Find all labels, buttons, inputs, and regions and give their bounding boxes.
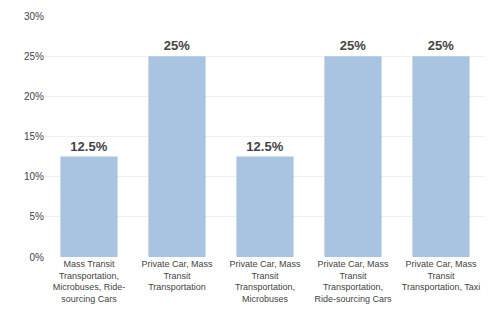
svg-text:0%: 0% [30,252,45,263]
svg-text:Private Car, MassTransitTransp: Private Car, MassTransitTransportation,R… [314,259,392,304]
svg-text:Mass TransitTransportation,Mic: Mass TransitTransportation,Microbuses, R… [53,259,126,304]
svg-text:5%: 5% [30,211,45,222]
svg-text:15%: 15% [24,131,44,142]
svg-text:20%: 20% [24,91,44,102]
svg-text:25%: 25% [164,38,190,53]
svg-text:12.5%: 12.5% [70,139,107,154]
svg-text:25%: 25% [428,38,454,53]
svg-text:Private Car, MassTransitTransp: Private Car, MassTransitTransportation [141,259,213,292]
svg-text:10%: 10% [24,171,44,182]
svg-text:30%: 30% [24,11,44,22]
svg-text:25%: 25% [340,38,366,53]
svg-text:Private Car, MassTransitTransp: Private Car, MassTransitTransportation, … [402,259,481,292]
svg-text:12.5%: 12.5% [246,139,283,154]
svg-text:25%: 25% [24,51,44,62]
svg-text:Private Car, MassTransitTransp: Private Car, MassTransitTransportation,M… [229,259,301,304]
